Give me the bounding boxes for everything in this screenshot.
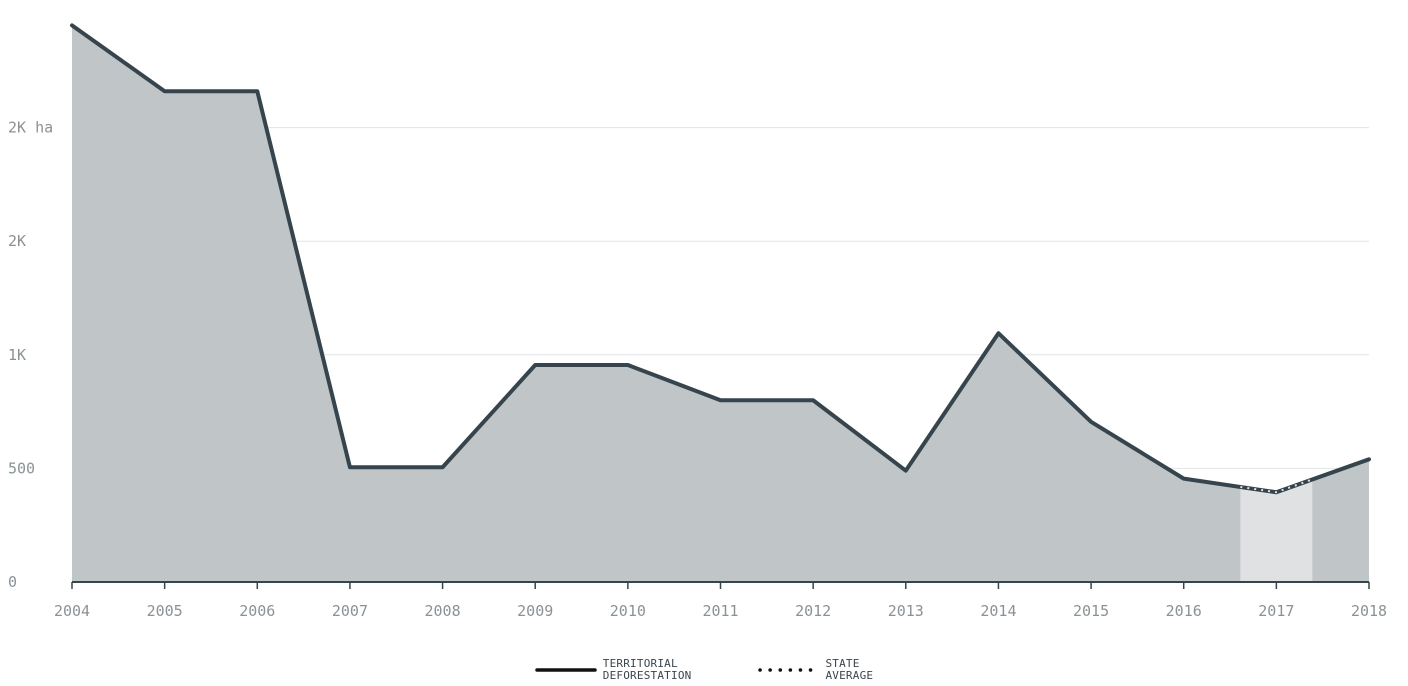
solid-line-swatch [535,668,597,672]
y-tick-label: 1K [8,346,26,364]
legend: TERRITORIAL DEFORESTATION STATE AVERAGE [0,654,1408,686]
legend-label-line-2: DEFORESTATION [602,669,692,682]
x-tick-label: 2012 [795,602,831,620]
dotted-line-swatch [758,668,820,672]
x-tick-label: 2016 [1166,602,1202,620]
highlight-band-2017[interactable] [1240,479,1313,582]
series-line-territorial-deforestation [70,23,1371,495]
x-tick-label: 2006 [239,602,275,620]
legend-item-state-average[interactable]: STATE AVERAGE [757,658,873,682]
legend-label-line-2: AVERAGE [825,669,874,682]
x-tick-label: 2015 [1073,602,1109,620]
y-tick-label: 0 [8,573,17,591]
area-fill [72,25,1369,583]
y-tick-label: 2K [8,232,26,250]
y-tick-label: 2K ha [8,119,53,137]
x-tick-label: 2004 [54,602,90,620]
legend-label-state: STATE AVERAGE [825,658,873,682]
x-tick-label: 2017 [1258,602,1294,620]
x-tick-label: 2009 [517,602,553,620]
x-tick-label: 2005 [147,602,183,620]
legend-label-line-1: TERRITORIAL [602,657,678,670]
x-tick-label: 2018 [1351,602,1387,620]
x-tick-label: 2008 [425,602,461,620]
axes: 0 500 1K 2K 2K ha 2004 2005 2006 2007 2008 2009 201… [8,119,1387,620]
legend-label-territorial: TERRITORIAL DEFORESTATION [603,658,692,682]
x-tick-label: 2014 [980,602,1016,620]
legend-label-line-1: STATE [825,657,860,670]
x-tick-label: 2013 [888,602,924,620]
series-line-state-average [1240,478,1313,494]
x-tick-label: 2010 [610,602,646,620]
y-tick-label: 500 [8,459,35,477]
plot-area [70,23,1371,583]
x-tick-label: 2011 [702,602,738,620]
x-tick-label: 2007 [332,602,368,620]
area-chart: 0 500 1K 2K 2K ha 2004 2005 2006 2007 2008 2009 201… [8,23,1387,620]
legend-item-territorial-deforestation[interactable]: TERRITORIAL DEFORESTATION [535,658,692,682]
